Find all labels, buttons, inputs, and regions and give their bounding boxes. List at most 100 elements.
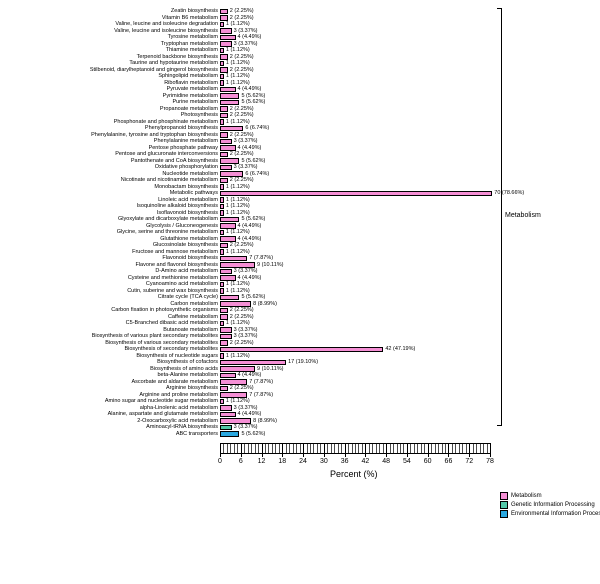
row-label: Aminoacyl-tRNA biosynthesis bbox=[0, 424, 218, 430]
legend-swatch bbox=[500, 492, 508, 500]
bar-value: 6 (6.74%) bbox=[245, 171, 269, 177]
bar-value: 8 (8.99%) bbox=[253, 301, 277, 307]
row-label: Cyanoamino acid metabolism bbox=[0, 281, 218, 287]
row-label: Biosynthesis of various plant secondary … bbox=[0, 333, 218, 339]
row-label: Isoquinoline alkaloid biosynthesis bbox=[0, 203, 218, 209]
bar-value: 1 (1.12%) bbox=[226, 203, 250, 209]
row-label: Isoflavonoid biosynthesis bbox=[0, 210, 218, 216]
legend-item: Metabolism bbox=[500, 492, 542, 500]
bar bbox=[220, 386, 228, 392]
bar bbox=[220, 425, 232, 431]
bar bbox=[220, 178, 228, 184]
bar bbox=[220, 308, 228, 314]
axis-tick-label: 18 bbox=[278, 458, 286, 465]
bar bbox=[220, 321, 224, 327]
row-label: Arginine biosynthesis bbox=[0, 385, 218, 391]
bar-value: 2 (2.25%) bbox=[230, 314, 254, 320]
bar-value: 1 (1.12%) bbox=[226, 47, 250, 53]
row-label: Fructose and mannose metabolism bbox=[0, 249, 218, 255]
bar bbox=[220, 119, 224, 125]
bar bbox=[220, 327, 232, 333]
row-label: Glycolysis / Gluconeogenesis bbox=[0, 223, 218, 229]
bar-value: 3 (3.37%) bbox=[234, 138, 258, 144]
row-label: Linoleic acid metabolism bbox=[0, 197, 218, 203]
bar-value: 2 (2.25%) bbox=[230, 151, 254, 157]
bar-value: 1 (1.12%) bbox=[226, 119, 250, 125]
bar bbox=[220, 35, 236, 41]
axis-tick-label: 42 bbox=[361, 458, 369, 465]
row-label: Pentose phosphate pathway bbox=[0, 145, 218, 151]
bar bbox=[220, 340, 228, 346]
bar bbox=[220, 223, 236, 229]
bar-value: 3 (3.37%) bbox=[234, 327, 258, 333]
bar bbox=[220, 158, 239, 164]
axis-tick-label: 72 bbox=[465, 458, 473, 465]
axis-tick-label: 54 bbox=[403, 458, 411, 465]
bar bbox=[220, 269, 232, 275]
row-label: Pyrimidine metabolism bbox=[0, 93, 218, 99]
bar-value: 2 (2.25%) bbox=[230, 132, 254, 138]
bar bbox=[220, 347, 383, 353]
row-label: C5-Branched dibasic acid metabolism bbox=[0, 320, 218, 326]
group-label-metabolism: Metabolism bbox=[505, 212, 541, 219]
row-label: Phenylalanine metabolism bbox=[0, 138, 218, 144]
bar-value: 3 (3.37%) bbox=[234, 164, 258, 170]
row-label: Thiamine metabolism bbox=[0, 47, 218, 53]
bar-value: 1 (1.12%) bbox=[226, 288, 250, 294]
row-label: Biosynthesis of various secondary metabo… bbox=[0, 340, 218, 346]
row-label: Pantothenate and CoA biosynthesis bbox=[0, 158, 218, 164]
bar-value: 2 (2.25%) bbox=[230, 54, 254, 60]
row-label: Photosynthesis bbox=[0, 112, 218, 118]
bar-value: 5 (5.62%) bbox=[241, 158, 265, 164]
chart-row: ABC transporters5 (5.62%) bbox=[0, 431, 600, 438]
bar bbox=[220, 22, 224, 28]
bar bbox=[220, 399, 224, 405]
bar bbox=[220, 204, 224, 210]
row-label: Cysteine and methionine metabolism bbox=[0, 275, 218, 281]
bar bbox=[220, 243, 228, 249]
row-label: Alanine, aspartate and glutamate metabol… bbox=[0, 411, 218, 417]
bar-value: 4 (4.49%) bbox=[238, 223, 262, 229]
bar-value: 42 (47.19%) bbox=[385, 346, 415, 352]
bar-value: 1 (1.12%) bbox=[226, 281, 250, 287]
row-label: Riboflavin metabolism bbox=[0, 80, 218, 86]
bar-value: 6 (6.74%) bbox=[245, 125, 269, 131]
bar-value: 5 (5.62%) bbox=[241, 294, 265, 300]
bar bbox=[220, 87, 236, 93]
bar bbox=[220, 366, 255, 372]
bar-value: 4 (4.49%) bbox=[238, 236, 262, 242]
bar-value: 1 (1.12%) bbox=[226, 197, 250, 203]
row-label: Biosynthesis of nucleotide sugars bbox=[0, 353, 218, 359]
row-label: Biosynthesis of cofactors bbox=[0, 359, 218, 365]
bar bbox=[220, 165, 232, 171]
legend-text: Genetic Information Processing bbox=[511, 502, 595, 508]
bar-value: 7 (7.87%) bbox=[249, 392, 273, 398]
bar bbox=[220, 145, 236, 151]
row-label: Pentose and glucuronate interconversions bbox=[0, 151, 218, 157]
bar-value: 2 (2.25%) bbox=[230, 385, 254, 391]
bar bbox=[220, 74, 224, 80]
row-label: Tyrosine metabolism bbox=[0, 34, 218, 40]
axis-tick-label: 48 bbox=[382, 458, 390, 465]
row-label: Flavonoid biosynthesis bbox=[0, 255, 218, 261]
bar-value: 1 (1.12%) bbox=[226, 229, 250, 235]
bar bbox=[220, 236, 236, 242]
legend-swatch bbox=[500, 510, 508, 518]
row-label: Nicotinate and nicotinamide metabolism bbox=[0, 177, 218, 183]
row-label: beta-Alanine metabolism bbox=[0, 372, 218, 378]
bar bbox=[220, 113, 228, 119]
bar-value: 4 (4.49%) bbox=[238, 411, 262, 417]
bar-value: 3 (3.37%) bbox=[234, 268, 258, 274]
bar bbox=[220, 431, 239, 437]
bar bbox=[220, 191, 492, 197]
row-label: Glycine, serine and threonine metabolism bbox=[0, 229, 218, 235]
bar-value: 1 (1.12%) bbox=[226, 60, 250, 66]
row-label: Flavone and flavonol biosynthesis bbox=[0, 262, 218, 268]
row-label: Purine metabolism bbox=[0, 99, 218, 105]
axis-tick-label: 30 bbox=[320, 458, 328, 465]
row-label: Biosynthesis of secondary metabolites bbox=[0, 346, 218, 352]
row-label: Taurine and hypotaurine metabolism bbox=[0, 60, 218, 66]
bar bbox=[220, 210, 224, 216]
bar bbox=[220, 353, 224, 359]
bar-value: 3 (3.37%) bbox=[234, 41, 258, 47]
